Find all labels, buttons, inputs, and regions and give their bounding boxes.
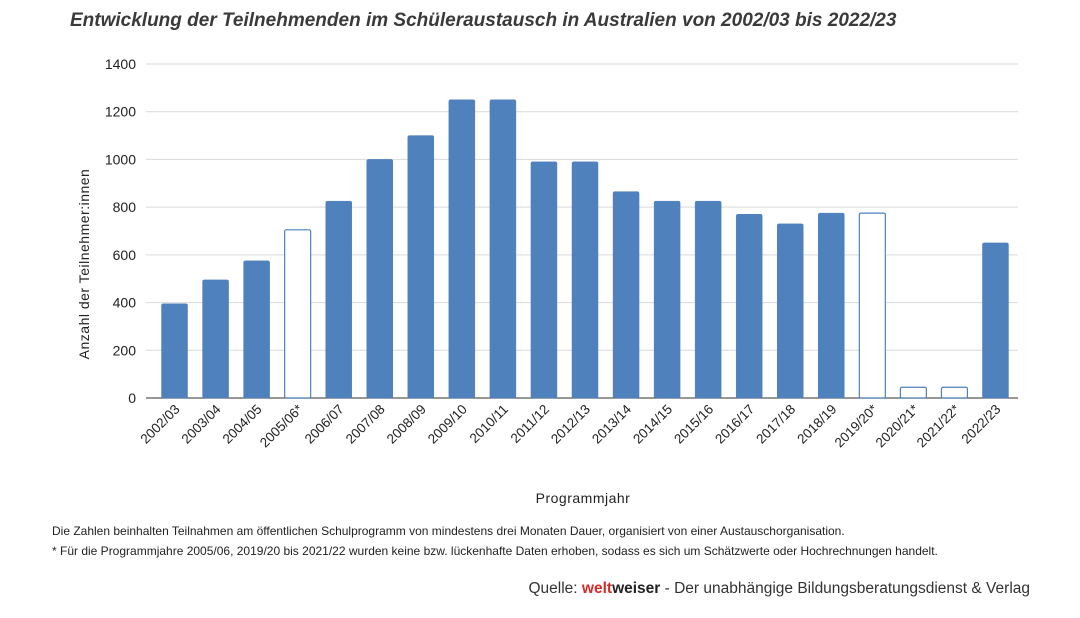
y-tick-label: 600 bbox=[113, 247, 137, 263]
x-tick-label: 2015/16 bbox=[671, 402, 716, 447]
bar-chart: 0 200 400 600 800 1000 1200 1400 2002/032003/04… bbox=[76, 56, 1018, 506]
bar bbox=[571, 161, 599, 399]
bar bbox=[161, 303, 188, 399]
bar bbox=[735, 214, 763, 399]
bar-estimated bbox=[940, 386, 969, 399]
y-tick-labels: 0 200 400 600 800 1000 1200 1400 bbox=[105, 56, 136, 406]
bars bbox=[161, 99, 1009, 399]
x-tick-label: 2019/20* bbox=[832, 401, 881, 450]
x-tick-label: 2005/06* bbox=[257, 401, 306, 450]
y-tick-label: 1200 bbox=[105, 104, 136, 120]
y-axis-label: Anzahl der Teilnehmer:innen bbox=[76, 169, 92, 360]
x-tick-label: 2003/04 bbox=[179, 401, 224, 446]
source-prefix: Quelle: bbox=[528, 580, 582, 597]
x-tick-labels: 2002/032003/042004/052005/06*2006/072007… bbox=[138, 401, 1004, 450]
bar bbox=[366, 159, 394, 399]
x-tick-label: 2012/13 bbox=[548, 402, 593, 447]
bar-estimated bbox=[899, 386, 927, 399]
bar bbox=[694, 200, 722, 399]
bar bbox=[653, 200, 681, 399]
source-line: Quelle: weltweiser - Der unabhängige Bil… bbox=[528, 580, 1030, 598]
x-tick-label: 2021/22* bbox=[914, 401, 963, 450]
bar bbox=[325, 200, 352, 399]
x-tick-label: 2013/14 bbox=[589, 401, 634, 446]
x-tick-label: 2014/15 bbox=[630, 402, 675, 447]
brand-logo-weiser: weiser bbox=[612, 580, 661, 597]
bar bbox=[202, 279, 229, 399]
bar-estimated bbox=[858, 212, 886, 399]
x-tick-label: 2010/11 bbox=[467, 402, 511, 446]
y-tick-label: 800 bbox=[113, 199, 137, 215]
y-tick-label: 1400 bbox=[105, 56, 136, 72]
bar bbox=[818, 212, 845, 399]
x-tick-label: 2020/21* bbox=[873, 401, 922, 450]
footnote-2: * Für die Programmjahre 2005/06, 2019/20… bbox=[52, 544, 938, 558]
x-tick-label: 2017/18 bbox=[753, 402, 798, 447]
bar bbox=[530, 161, 558, 399]
x-tick-label: 2009/10 bbox=[425, 402, 470, 447]
x-tick-label: 2022/23 bbox=[958, 402, 1003, 447]
bar-estimated bbox=[284, 229, 312, 399]
x-tick-label: 2006/07 bbox=[302, 402, 347, 447]
x-tick-label: 2011/12 bbox=[508, 402, 552, 446]
bar bbox=[243, 260, 270, 399]
bar bbox=[982, 242, 1009, 399]
chart-title: Entwicklung der Teilnehmenden im Schüler… bbox=[70, 10, 897, 31]
source-suffix: - Der unabhängige Bildungsberatungsdiens… bbox=[660, 580, 1030, 597]
y-tick-label: 400 bbox=[113, 295, 137, 311]
bar bbox=[489, 99, 517, 399]
x-tick-label: 2016/17 bbox=[712, 402, 757, 447]
bar bbox=[612, 191, 640, 399]
bar bbox=[776, 223, 804, 399]
y-tick-label: 1000 bbox=[105, 151, 136, 167]
bar bbox=[407, 135, 435, 399]
x-axis-label: Programmjahr bbox=[536, 490, 631, 506]
bar bbox=[448, 99, 476, 399]
x-tick-label: 2008/09 bbox=[384, 402, 429, 447]
x-tick-label: 2002/03 bbox=[138, 402, 183, 447]
y-tick-label: 0 bbox=[128, 390, 136, 406]
y-tick-label: 200 bbox=[113, 342, 137, 358]
footnote-1: Die Zahlen beinhalten Teilnahmen am öffe… bbox=[52, 524, 845, 538]
brand-logo-welt: welt bbox=[581, 580, 613, 597]
x-tick-label: 2007/08 bbox=[343, 402, 388, 447]
